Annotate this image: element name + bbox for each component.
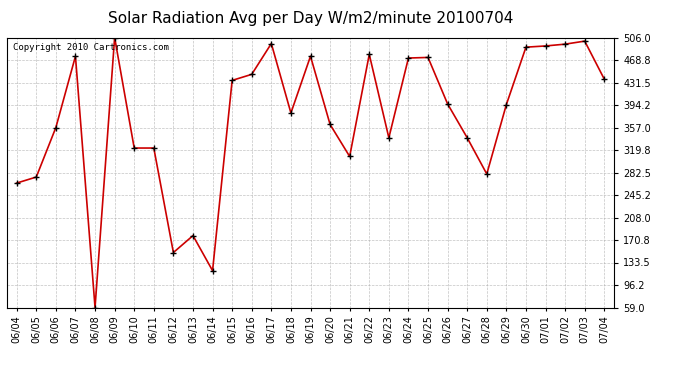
Text: Solar Radiation Avg per Day W/m2/minute 20100704: Solar Radiation Avg per Day W/m2/minute …: [108, 11, 513, 26]
Text: Copyright 2010 Cartronics.com: Copyright 2010 Cartronics.com: [13, 43, 169, 52]
